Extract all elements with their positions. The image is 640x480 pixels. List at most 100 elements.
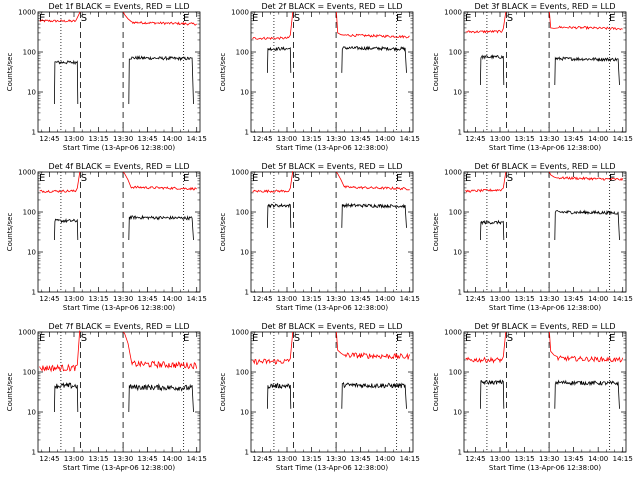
series-black-events-line — [341, 381, 407, 409]
x-tick-label: 13:15 — [88, 135, 108, 143]
plot-frame — [37, 11, 201, 133]
y-tick-label: 1 — [458, 449, 462, 457]
x-tick-label: 13:00 — [277, 295, 297, 303]
panel-6: Det 6f BLACK = Events, RED = LLD 1 10 100 10… — [432, 162, 633, 312]
x-tick-label: 12:45 — [465, 295, 485, 303]
y-tick-label: 1000 — [231, 9, 249, 17]
x-tick-label: 13:15 — [301, 455, 321, 463]
x-tick-label: 14:00 — [375, 295, 395, 303]
marker-letter: E — [396, 173, 402, 184]
marker-letter: E — [252, 173, 258, 184]
marker-letter: S — [81, 173, 87, 184]
y-tick-label: 100 — [236, 209, 249, 217]
y-tick-label: 100 — [23, 49, 36, 57]
series-black-events-line — [54, 381, 79, 413]
y-tick-label: 1 — [245, 449, 249, 457]
x-tick-label: 13:00 — [64, 135, 84, 143]
marker-letter: E — [609, 13, 615, 24]
y-tick-label: 10 — [240, 89, 249, 97]
x-axis-label: Start Time (13-Apr-06 12:38:00) — [489, 304, 601, 312]
y-tick-label: 1 — [32, 129, 36, 137]
series-red-lld-line — [336, 171, 410, 191]
x-tick-label: 13:30 — [326, 455, 346, 463]
series-black-events-line — [554, 209, 620, 241]
y-tick-label: 100 — [449, 369, 462, 377]
panel-9: Det 9f BLACK = Events, RED = LLD 1 10 100 10… — [432, 322, 633, 472]
y-tick-label: 1000 — [444, 9, 462, 17]
x-tick-label: 14:15 — [400, 295, 420, 303]
y-tick-label: 10 — [27, 89, 36, 97]
y-tick-label: 1 — [458, 129, 462, 137]
x-tick-label: 13:00 — [277, 455, 297, 463]
series-red-lld-line — [252, 170, 294, 194]
x-tick-label: 13:00 — [64, 295, 84, 303]
panel-title: Det 1f BLACK = Events, RED = LLD — [48, 2, 189, 11]
y-tick-label: 1000 — [18, 9, 36, 17]
series-black-events-line — [480, 219, 505, 241]
x-tick-label: 14:00 — [375, 135, 395, 143]
panel-title: Det 5f BLACK = Events, RED = LLD — [261, 162, 402, 171]
marker-letter: S — [81, 333, 87, 344]
x-tick-label: 13:45 — [351, 455, 371, 463]
series-black-events-line — [554, 379, 620, 409]
marker-letter: S — [294, 13, 300, 24]
y-tick-label: 10 — [240, 249, 249, 257]
x-tick-label: 13:30 — [113, 135, 133, 143]
x-tick-label: 13:30 — [326, 295, 346, 303]
series-red-lld-line — [123, 171, 197, 191]
plot-frame — [250, 171, 414, 293]
x-tick-label: 14:15 — [187, 135, 207, 143]
series-black-events-line — [480, 54, 505, 86]
x-tick-label: 12:45 — [39, 455, 59, 463]
y-tick-label: 1000 — [444, 169, 462, 177]
x-tick-label: 13:30 — [113, 295, 133, 303]
y-axis-label: Counts/sec — [219, 213, 227, 252]
series-red-lld-line — [549, 171, 624, 182]
panel-5: Det 5f BLACK = Events, RED = LLD 1 10 100 10… — [219, 162, 420, 312]
y-tick-label: 10 — [240, 409, 249, 417]
y-axis-label: Counts/sec — [432, 213, 440, 252]
series-red-lld-line — [465, 11, 507, 34]
x-tick-label: 13:45 — [564, 455, 584, 463]
plot-frame — [463, 11, 627, 133]
y-tick-label: 100 — [23, 209, 36, 217]
x-tick-label: 13:00 — [64, 455, 84, 463]
y-tick-label: 1 — [245, 129, 249, 137]
y-tick-label: 100 — [449, 209, 462, 217]
y-tick-label: 1 — [458, 289, 462, 297]
marker-letter: E — [39, 13, 45, 24]
x-tick-label: 14:00 — [162, 295, 182, 303]
panel-title: Det 2f BLACK = Events, RED = LLD — [261, 2, 402, 11]
marker-letter: E — [183, 13, 189, 24]
series-black-events-line — [128, 54, 194, 105]
marker-letter: E — [183, 333, 189, 344]
series-black-events-line — [267, 202, 292, 228]
series-red-lld-line — [336, 331, 411, 360]
marker-letter: E — [252, 13, 258, 24]
panel-8: Det 8f BLACK = Events, RED = LLD 1 10 100 10… — [219, 322, 420, 472]
x-tick-label: 13:15 — [514, 455, 534, 463]
x-tick-label: 14:15 — [613, 295, 633, 303]
x-tick-label: 14:15 — [400, 455, 420, 463]
x-tick-label: 13:15 — [514, 295, 534, 303]
x-axis-label: Start Time (13-Apr-06 12:38:00) — [63, 304, 175, 312]
plot-frame — [463, 171, 627, 293]
x-tick-label: 13:00 — [490, 455, 510, 463]
x-axis-label: Start Time (13-Apr-06 12:38:00) — [63, 464, 175, 472]
series-black-events-line — [480, 379, 505, 409]
y-tick-label: 10 — [27, 249, 36, 257]
x-tick-label: 13:45 — [564, 135, 584, 143]
plot-frame — [250, 11, 414, 133]
panel-title: Det 3f BLACK = Events, RED = LLD — [474, 2, 615, 11]
y-tick-label: 1000 — [18, 169, 36, 177]
y-axis-label: Counts/sec — [432, 53, 440, 92]
series-red-lld-line — [336, 11, 410, 39]
series-red-lld-line — [549, 11, 623, 31]
marker-letter: S — [294, 173, 300, 184]
x-tick-label: 14:00 — [162, 455, 182, 463]
marker-letter: E — [609, 333, 615, 344]
x-tick-label: 13:45 — [138, 295, 158, 303]
y-tick-label: 100 — [236, 369, 249, 377]
x-tick-label: 14:00 — [162, 135, 182, 143]
